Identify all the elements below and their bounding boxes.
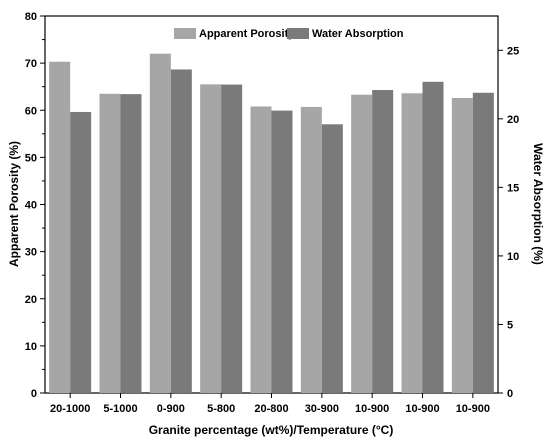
bar-water-absorption-3 [221,84,243,393]
left-tick-label: 0 [31,388,37,400]
legend-label-apparent-porosity: Apparent Porosity [199,28,295,40]
bar-water-absorption-4 [271,110,293,394]
left-tick-label: 60 [25,105,37,117]
bar-apparent-porosity-0 [49,61,71,394]
right-tick-label: 0 [507,388,513,400]
bar-apparent-porosity-3 [200,84,222,394]
x-axis-title: Granite percentage (wt%)/Temperature (°C… [149,423,394,437]
y2-axis-title: Water Absorption (%) [531,143,545,265]
right-tick-label: 10 [507,251,519,263]
right-tick-label: 20 [507,114,519,126]
x-tick-label: 20-800 [254,403,288,415]
left-tick-label: 40 [25,200,37,212]
bar-apparent-porosity-2 [149,53,171,393]
left-tick-label: 20 [25,294,37,306]
bar-water-absorption-1 [120,94,142,393]
right-axis-ticks: 0 5 10 15 20 25 [498,45,519,400]
left-tick-label: 50 [25,152,37,164]
right-tick-label: 25 [507,45,519,57]
left-tick-label: 70 [25,58,37,70]
bar-apparent-porosity-8 [451,97,473,393]
x-tick-label: 20-1000 [50,403,90,415]
bar-apparent-porosity-4 [250,106,272,393]
legend-swatch-apparent-porosity [174,28,196,39]
x-tick-label: 5-800 [207,403,235,415]
x-tick-label: 5-1000 [103,403,137,415]
left-axis-ticks: 0 10 20 30 40 50 60 70 80 [25,11,45,400]
bar-apparent-porosity-5 [300,106,322,394]
bar-water-absorption-6 [372,90,394,394]
left-tick-label: 80 [25,11,37,23]
bar-water-absorption-8 [472,92,494,394]
x-tick-label: 10-900 [405,403,439,415]
right-tick-label: 5 [507,319,513,331]
left-tick-label: 10 [25,341,37,353]
bar-apparent-porosity-6 [351,94,373,393]
y-axis-title: Apparent Porosity (%) [7,141,21,267]
x-tick-label: 10-900 [355,403,389,415]
bar-water-absorption-0 [70,111,92,394]
x-tick-label: 0-900 [157,403,185,415]
x-tick-label: 30-900 [305,403,339,415]
bar-water-absorption-5 [321,124,343,393]
x-axis-ticks: 20-1000 5-1000 0-900 5-800 20-800 30-900 10-90… [50,393,490,415]
bar-apparent-porosity-1 [99,93,121,393]
right-tick-label: 15 [507,182,519,194]
bar-water-absorption-7 [422,81,444,393]
bars-layer [49,53,494,394]
left-tick-label: 30 [25,247,37,259]
bar-water-absorption-2 [170,69,192,393]
legend-swatch-water-absorption [287,28,309,39]
bar-apparent-porosity-7 [401,93,423,393]
legend-label-water-absorption: Water Absorption [312,28,404,40]
legend: Apparent Porosity Water Absorption [174,28,404,40]
x-tick-label: 10-900 [456,403,490,415]
